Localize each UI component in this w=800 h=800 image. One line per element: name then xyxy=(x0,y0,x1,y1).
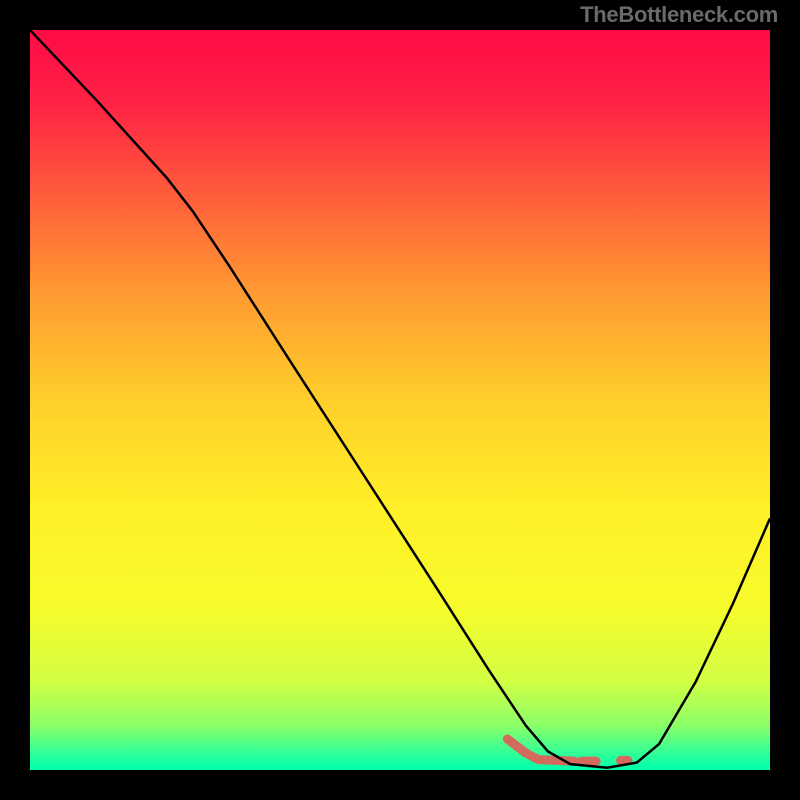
watermark-text: TheBottleneck.com xyxy=(580,2,778,28)
plot-area xyxy=(30,30,770,770)
gradient-rect xyxy=(30,30,770,770)
chart-svg xyxy=(30,30,770,770)
chart-frame: TheBottleneck.com xyxy=(0,0,800,800)
dash-segment xyxy=(538,760,574,761)
